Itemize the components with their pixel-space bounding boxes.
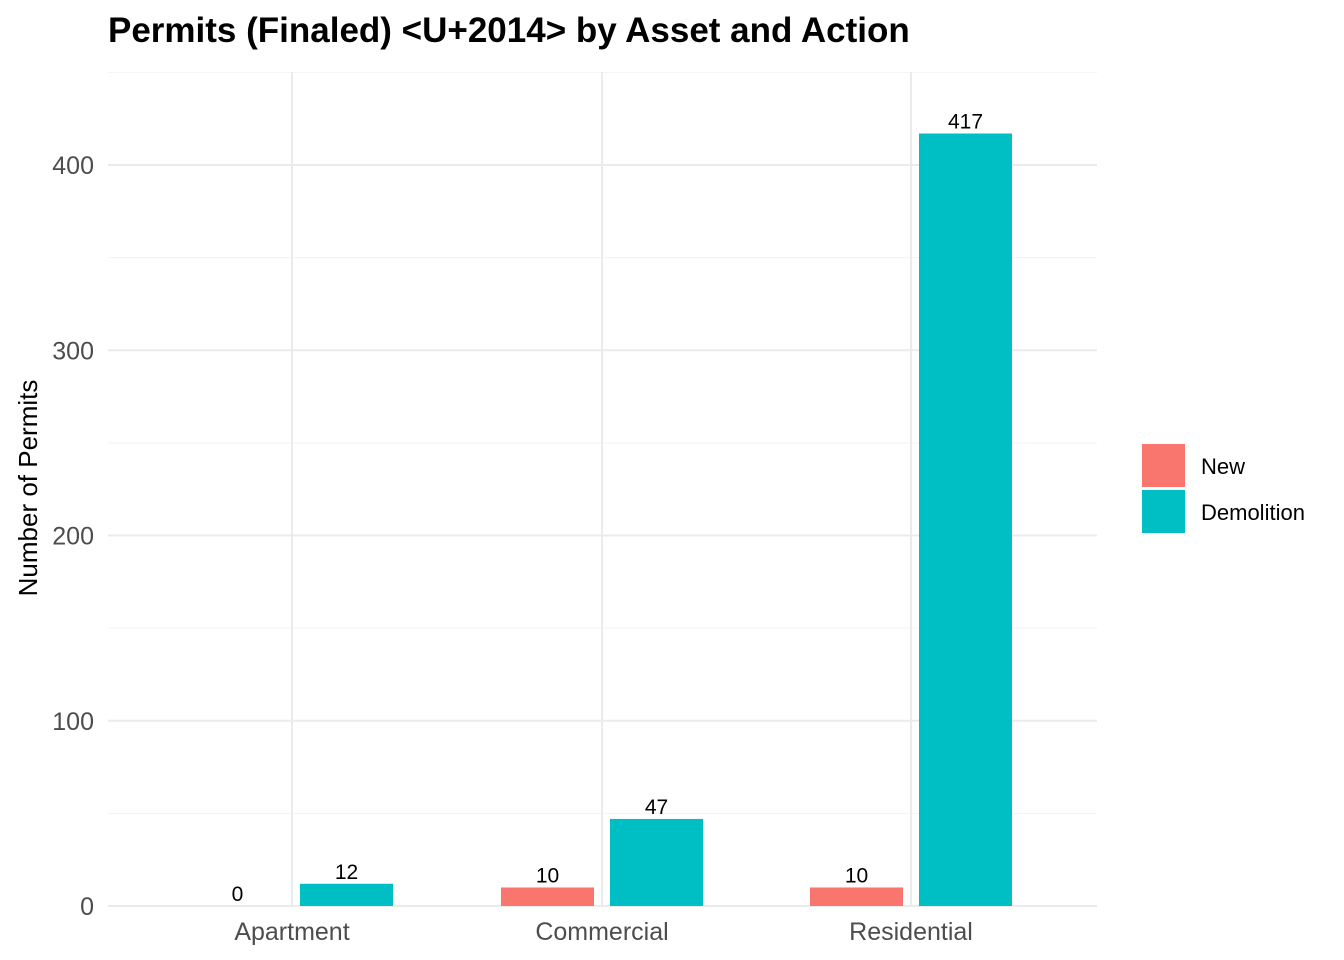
y-tick-label: 100: [52, 708, 94, 736]
legend-swatch-new: [1142, 444, 1185, 487]
y-tick-label: 300: [52, 337, 94, 365]
bar-new-residential: [810, 887, 903, 906]
bar-new-commercial: [501, 887, 594, 906]
data-label: 10: [536, 864, 559, 887]
legend-swatch-demolition: [1142, 490, 1185, 533]
data-label-layer: 0 10 10 12 47 417: [232, 111, 983, 906]
x-tick-label: Residential: [849, 918, 973, 946]
data-label: 10: [845, 864, 868, 887]
y-tick-labels: 0 100 200 300 400: [52, 152, 94, 921]
chart-title: Permits (Finaled) <U+2014> by Asset and …: [108, 11, 910, 50]
data-label: 47: [645, 796, 668, 819]
data-label: 12: [335, 861, 358, 884]
data-label: 417: [948, 111, 983, 134]
legend-label-demolition: Demolition: [1201, 500, 1305, 525]
x-tick-labels: Apartment Commercial Residential: [234, 918, 973, 946]
data-label: 0: [232, 883, 244, 906]
y-axis-label: Number of Permits: [13, 380, 43, 597]
x-tick-label: Apartment: [234, 918, 349, 946]
bar-layer: [300, 133, 1012, 906]
bar-demolition-residential: [919, 133, 1012, 906]
y-tick-label: 400: [52, 152, 94, 180]
y-tick-label: 0: [80, 893, 94, 921]
y-tick-label: 200: [52, 523, 94, 551]
legend-label-new: New: [1201, 454, 1245, 479]
bar-demolition-commercial: [610, 818, 703, 906]
bar-demolition-apartment: [300, 883, 393, 906]
legend: New Demolition: [1142, 444, 1305, 533]
x-tick-label: Commercial: [535, 918, 668, 946]
